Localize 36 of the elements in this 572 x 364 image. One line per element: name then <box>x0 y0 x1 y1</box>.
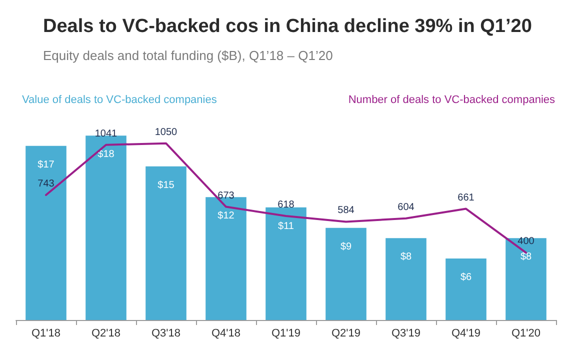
data-label: 661 <box>458 192 475 204</box>
bar <box>26 146 66 320</box>
x-tick-label: Q3'18 <box>151 328 181 340</box>
bar <box>446 258 486 320</box>
x-tick-label: Q2'18 <box>91 328 121 340</box>
bar <box>86 136 126 320</box>
data-label: $8 <box>520 252 532 263</box>
data-label: 743 <box>38 178 55 190</box>
bar <box>506 238 546 320</box>
data-label: $12 <box>218 210 235 222</box>
chart-subtitle: Equity deals and total funding ($B), Q1’18 – Q1’20 <box>43 48 333 63</box>
data-label: $8 <box>400 252 412 263</box>
x-tick-label: Q4'18 <box>211 328 241 340</box>
data-label: $15 <box>158 180 175 191</box>
bar <box>326 228 366 320</box>
x-tick-label: Q1'19 <box>271 328 301 340</box>
bar <box>206 197 246 320</box>
bar <box>386 238 426 320</box>
text: Number of deals to VC-backed companies <box>348 94 556 106</box>
data-label: $6 <box>460 272 472 284</box>
x-tick-label: Q1'18 <box>31 328 61 340</box>
chart-title: Deals to VC-backed cos in China decline 39% in Q1’20 <box>43 16 532 37</box>
data-label: $17 <box>38 159 55 170</box>
x-tick-label: Q4'19 <box>451 328 481 340</box>
x-tick-label: Q1'20 <box>511 328 541 340</box>
x-tick-label: Q2'19 <box>331 328 361 340</box>
text: Value of deals to VC-backed companies <box>22 94 218 106</box>
bar <box>146 166 186 320</box>
data-label: $9 <box>340 241 352 252</box>
data-label: 1050 <box>154 126 178 138</box>
data-label: 604 <box>398 202 415 213</box>
data-label: 400 <box>518 236 535 248</box>
bar <box>266 207 306 320</box>
x-tick-label: Q3'19 <box>391 328 421 340</box>
data-label: 584 <box>338 205 355 216</box>
data-label: $11 <box>278 220 294 232</box>
